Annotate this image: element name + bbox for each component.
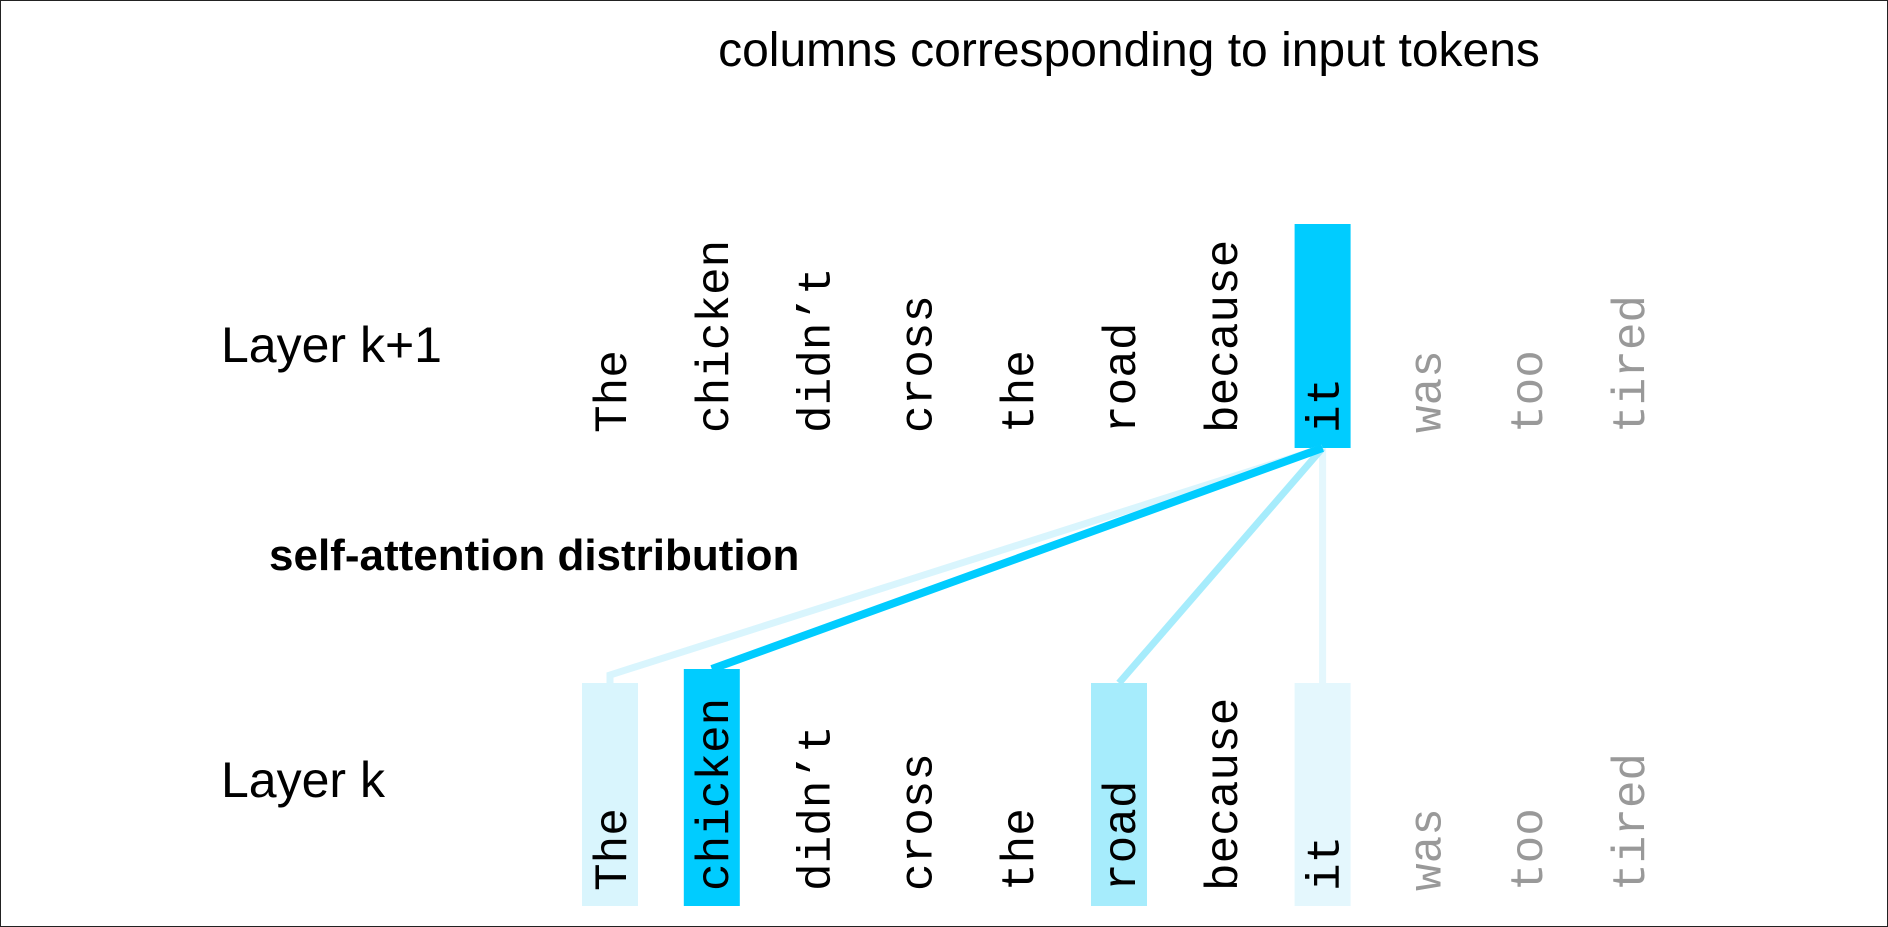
bottom-token-2: didn’t (792, 725, 844, 891)
top-token-5: road (1097, 323, 1149, 433)
layer-top-label: Layer k+1 (221, 317, 442, 373)
top-token-0: The (588, 350, 640, 433)
bottom-token-3: cross (893, 753, 945, 891)
top-token-6: because (1199, 240, 1251, 433)
layer-bottom-label: Layer k (221, 752, 385, 808)
bottom-highlight-0 (582, 683, 638, 906)
attention-line-3 (710, 444, 1324, 673)
bottom-token-6: because (1199, 698, 1251, 891)
bottom-token-7: it (1301, 836, 1353, 891)
top-token-9: too (1504, 350, 1556, 433)
attention-line-1 (606, 444, 1324, 683)
bottom-highlight-1 (683, 669, 740, 906)
top-token-2: didn’t (792, 267, 844, 433)
bottom-highlight-3 (1294, 683, 1351, 906)
diagram-title: columns corresponding to input tokens (718, 24, 1540, 77)
top-token-4: the (995, 350, 1047, 433)
bottom-token-0: The (588, 808, 640, 891)
bottom-token-4: the (995, 808, 1047, 891)
attention-label: self-attention distribution (269, 531, 800, 580)
bottom-token-1: chicken (690, 698, 742, 891)
query-highlight (1294, 224, 1351, 448)
top-token-7: it (1301, 378, 1353, 433)
top-token-8: was (1402, 350, 1454, 433)
bottom-token-10: tired (1606, 753, 1658, 891)
bottom-token-9: too (1504, 808, 1556, 891)
top-token-3: cross (893, 295, 945, 433)
bottom-token-5: road (1097, 781, 1149, 891)
top-token-1: chicken (690, 240, 742, 433)
bottom-token-8: was (1402, 808, 1454, 891)
bottom-highlight-2 (1091, 683, 1147, 906)
attention-line-2 (1116, 445, 1326, 686)
top-token-10: tired (1606, 295, 1658, 433)
